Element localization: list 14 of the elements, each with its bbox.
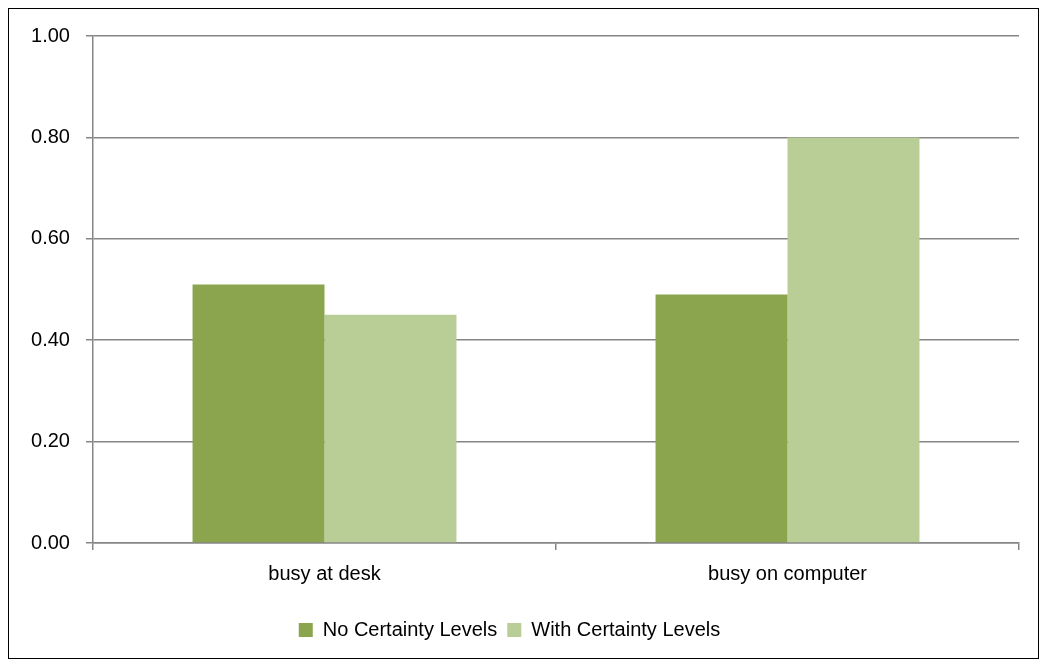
y-tick-label: 0.20 xyxy=(31,429,70,452)
legend-label: With Certainty Levels xyxy=(531,617,721,640)
y-tick-label: 0.80 xyxy=(31,124,70,147)
bar xyxy=(324,314,457,543)
bar xyxy=(787,137,920,543)
legend-label: No Certainty Levels xyxy=(322,617,498,640)
x-tick-label: busy on computer xyxy=(708,561,868,584)
y-tick-label: 0.60 xyxy=(31,226,70,249)
y-tick-label: 0.00 xyxy=(31,530,70,553)
y-tick-label: 0.40 xyxy=(31,327,70,350)
x-tick-label: busy at desk xyxy=(268,561,382,584)
bar xyxy=(655,294,788,543)
y-tick-label: 1.00 xyxy=(31,23,70,46)
bar xyxy=(192,284,325,543)
